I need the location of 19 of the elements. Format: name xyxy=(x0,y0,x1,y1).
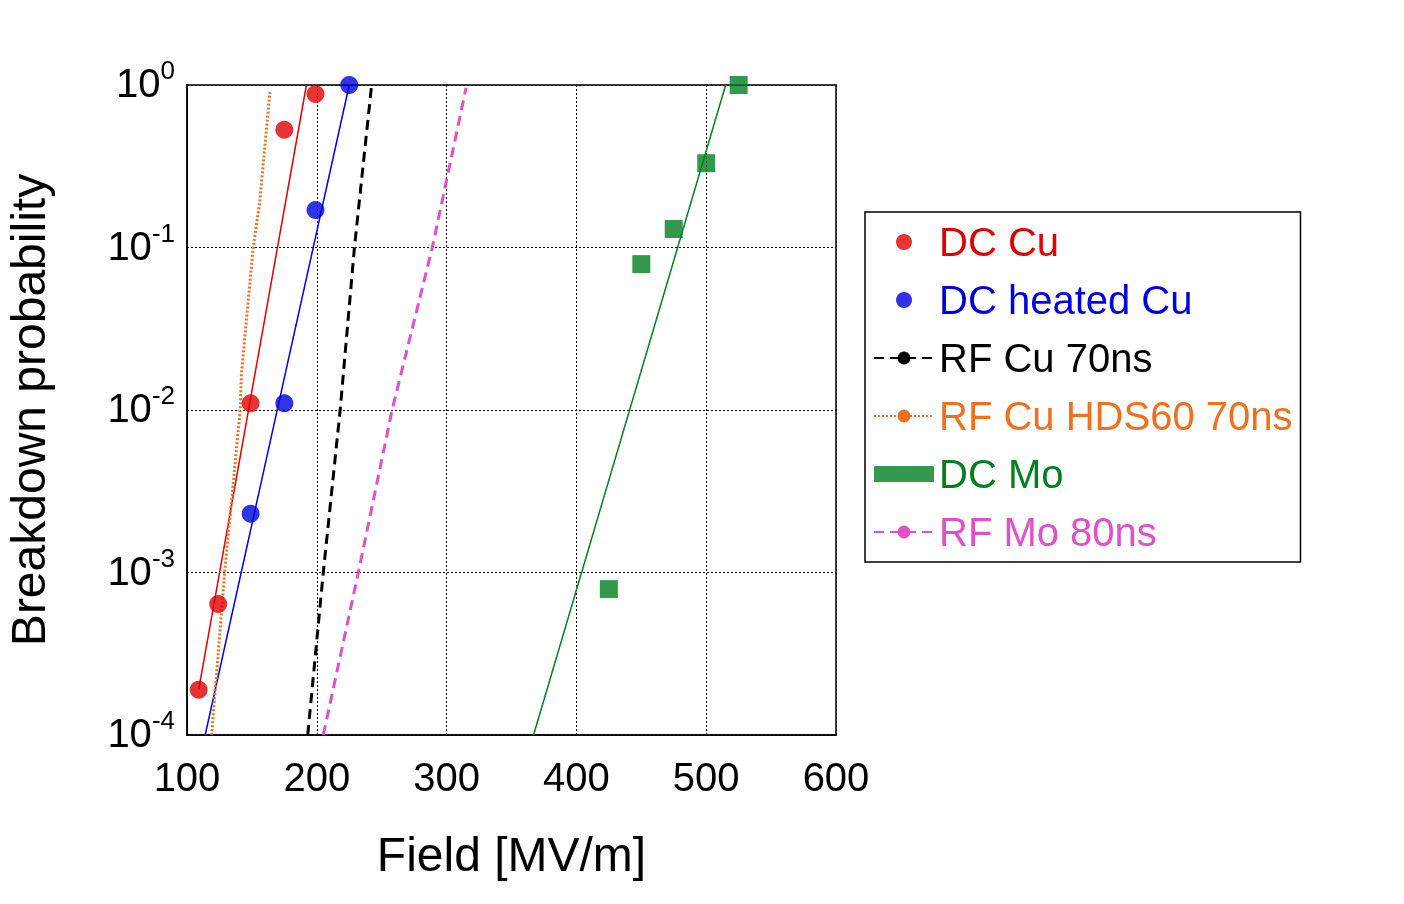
x-tick-label: 100 xyxy=(153,755,221,799)
x-tick-label: 200 xyxy=(283,755,351,799)
legend-label: DC heated Cu xyxy=(939,278,1193,322)
legend-label: RF Cu 70ns xyxy=(939,336,1153,380)
x-axis-title: Field [MV/m] xyxy=(376,827,647,881)
x-tick-label: 300 xyxy=(413,755,480,799)
legend-label: DC Mo xyxy=(939,452,1064,496)
y-tick-label: 10$^{-2}$ xyxy=(107,380,175,430)
y-tick-label: 10$^{-4}$ xyxy=(107,705,175,755)
x-tick-label: 600 xyxy=(802,755,870,799)
y-axis-title: Breakdown probability xyxy=(1,173,55,647)
y-tick-label: 10$^{-3}$ xyxy=(107,542,175,593)
legend-label: DC Cu xyxy=(939,220,1060,264)
legend-label: RF Mo 80ns xyxy=(939,510,1157,554)
legend-label: RF Cu HDS60 70ns xyxy=(939,394,1293,438)
x-tick-label: 400 xyxy=(543,755,610,799)
x-tick-label: 500 xyxy=(672,755,740,799)
y-tick-label: 10$^{0}$ xyxy=(116,55,175,105)
y-tick-label: 10$^{-1}$ xyxy=(107,217,175,268)
